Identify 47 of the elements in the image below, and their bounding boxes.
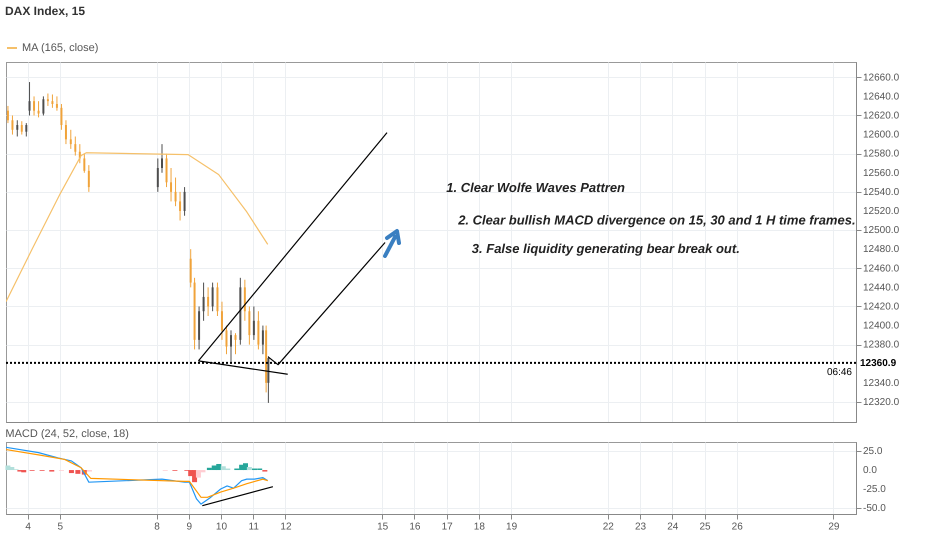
ref-line-label: 12360.9 [860,358,897,369]
y-tick-label: 12620.0 [863,110,900,122]
y-tick-label: 12660.0 [863,72,900,84]
chart-title: DAX Index, 15 [5,4,86,18]
x-tick-label: 17 [442,522,454,532]
y-tick-label: 12580.0 [863,148,900,160]
y-tick-label: 12380.0 [863,340,900,351]
x-tick-label: 16 [409,522,421,532]
x-tick-label: 5 [58,522,64,532]
x-tick-label: 8 [154,522,160,532]
y-tick-label: 12320.0 [863,396,900,408]
x-tick-label: 12 [280,522,292,532]
x-tick-label: 4 [25,522,32,532]
y-tick-label: 0.0 [863,465,878,476]
y-tick-label: 12560.0 [863,168,900,179]
x-tick-label: 9 [186,522,192,532]
y-tick-label: 12600.0 [863,130,900,141]
chart-title: MACD (24, 52, close, 18) [5,428,129,440]
y-tick-label: 25.0 [863,446,883,458]
x-tick-label: 23 [634,522,647,532]
y-tick-label: 12640.0 [863,91,900,102]
annotation: 06:46 [826,366,852,378]
y-tick-label: 12500.0 [863,225,900,236]
annotation: 1. Clear Wolfe Waves Pattren [446,180,626,195]
y-tick-label: 12440.0 [863,282,900,294]
y-tick-label: -25.0 [863,484,886,495]
x-tick-label: 25 [699,522,711,532]
y-tick-label: 12340.0 [863,378,900,389]
x-tick-label: 10 [216,522,228,532]
legend-label: MA (165, close) [22,42,98,54]
y-tick-label: 12420.0 [863,301,900,312]
x-tick-label: 24 [667,522,679,532]
x-tick-label: 26 [732,522,744,532]
y-tick-label: -50.0 [863,502,886,514]
x-tick-label: 22 [602,522,614,532]
y-tick-label: 12540.0 [863,186,900,198]
y-tick-label: 12400.0 [863,320,900,332]
x-tick-label: 29 [828,522,840,532]
annotation: 2. Clear bullish MACD divergence on 15, 30 and 1 H time frames. [457,212,856,228]
y-tick-label: 12480.0 [863,244,900,256]
x-tick-label: 18 [474,522,486,532]
y-tick-label: 12520.0 [863,206,900,217]
x-tick-label: 11 [248,522,260,532]
x-tick-label: 19 [506,522,518,532]
annotation: 3. False liquidity generating bear break out. [472,241,740,256]
y-tick-label: 12460.0 [863,263,900,274]
x-tick-label: 15 [377,522,389,532]
